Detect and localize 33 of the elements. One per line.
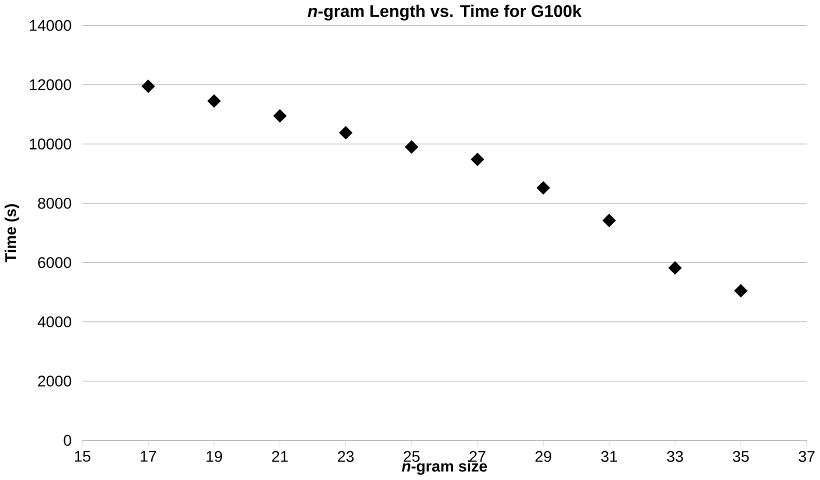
y-axis-title: Time (s): [4, 204, 20, 263]
y-tick-label: 4000: [38, 316, 72, 328]
x-tick-label: 31: [601, 451, 618, 462]
point: [470, 153, 484, 166]
x-tick-label: 15: [74, 451, 90, 462]
y-tick-label: 8000: [38, 198, 72, 210]
point: [404, 140, 418, 154]
y-tick-label: 10000: [30, 138, 72, 150]
chart-title: n-gram Length vs. Time for G100k: [308, 4, 582, 21]
x-tick-label: 25: [404, 451, 420, 462]
point: [668, 261, 682, 275]
y-tick-label: 6000: [38, 257, 72, 268]
x-tick-label: 23: [338, 451, 354, 462]
x-tick-label: 37: [798, 451, 815, 462]
x-tick-label: 21: [272, 451, 288, 462]
point: [207, 94, 221, 108]
x-tick-label: 17: [140, 451, 156, 462]
y-tick-label: 2000: [38, 376, 72, 387]
point: [536, 181, 550, 195]
x-tick-label: 19: [206, 451, 222, 462]
point: [273, 109, 287, 123]
point: [602, 214, 616, 228]
x-tick-label: 29: [535, 451, 552, 462]
x-axis-title: n-gram size: [402, 460, 487, 476]
point: [339, 126, 352, 140]
point: [142, 80, 155, 94]
y-tick-label: 14000: [30, 20, 72, 32]
y-tick-label: 12000: [30, 80, 72, 90]
point: [734, 284, 748, 298]
x-tick-label: 35: [732, 451, 749, 462]
x-tick-label: 27: [470, 451, 486, 462]
x-tick-label: 33: [667, 451, 683, 462]
y-tick-label: 0: [64, 435, 72, 446]
